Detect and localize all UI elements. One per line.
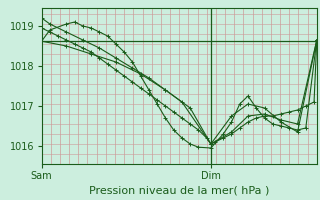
X-axis label: Pression niveau de la mer( hPa ): Pression niveau de la mer( hPa ) <box>89 185 269 195</box>
